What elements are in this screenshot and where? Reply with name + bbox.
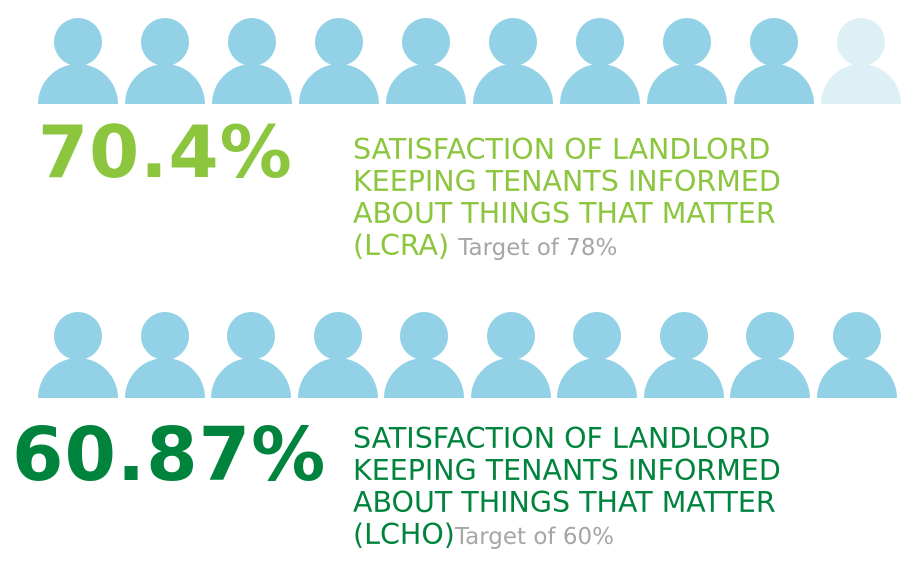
caption-line: (LCHO)Target of 60%	[353, 519, 781, 553]
person-icon	[38, 312, 118, 398]
person-head	[660, 312, 708, 360]
person-body	[821, 64, 901, 104]
person-head	[663, 18, 711, 66]
person-icon	[647, 18, 727, 104]
person-head	[315, 18, 363, 66]
person-icon	[473, 18, 553, 104]
person-head	[314, 312, 362, 360]
caption-line: (LCRA) Target of 78%	[353, 230, 781, 264]
caption-line: KEEPING TENANTS INFORMED	[353, 454, 781, 487]
person-body	[471, 358, 551, 398]
person-head	[141, 18, 189, 66]
person-body	[299, 64, 379, 104]
person-head	[487, 312, 535, 360]
person-body	[644, 358, 724, 398]
caption-tag: (LCRA)	[353, 229, 450, 262]
person-icon	[212, 18, 292, 104]
person-body	[38, 358, 118, 398]
lcho-percentage: 60.87%	[12, 412, 327, 498]
person-icon	[386, 18, 466, 104]
person-body	[560, 64, 640, 104]
person-head	[489, 18, 537, 66]
lcho-caption: SATISFACTION OF LANDLORD KEEPING TENANTS…	[353, 423, 781, 553]
person-body	[473, 64, 553, 104]
person-body	[38, 64, 118, 104]
person-icon	[298, 312, 378, 398]
person-icon	[734, 18, 814, 104]
target-text: Target of 60%	[454, 524, 614, 550]
person-icon	[211, 312, 291, 398]
caption-line: ABOUT THINGS THAT MATTER	[353, 486, 776, 519]
person-body	[298, 358, 378, 398]
person-icon	[644, 312, 724, 398]
target-text: Target of 78%	[458, 235, 618, 261]
person-icon	[299, 18, 379, 104]
person-head	[746, 312, 794, 360]
person-head	[576, 18, 624, 66]
lcra-percentage: 70.4%	[38, 110, 293, 194]
person-body	[647, 64, 727, 104]
person-head	[573, 312, 621, 360]
person-head	[400, 312, 448, 360]
person-head	[141, 312, 189, 360]
caption-line: SATISFACTION OF LANDLORD	[353, 133, 771, 166]
person-icon	[471, 312, 551, 398]
caption-tag: (LCHO)	[353, 518, 455, 551]
person-head	[54, 312, 102, 360]
person-icon	[560, 18, 640, 104]
person-icon	[821, 18, 901, 104]
person-body	[730, 358, 810, 398]
person-icon	[125, 312, 205, 398]
person-head	[227, 312, 275, 360]
person-icon	[125, 18, 205, 104]
people-row-lcra	[38, 18, 901, 104]
person-head	[402, 18, 450, 66]
person-body	[817, 358, 897, 398]
person-body	[557, 358, 637, 398]
caption-line: ABOUT THINGS THAT MATTER	[353, 197, 776, 230]
person-body	[125, 358, 205, 398]
person-head	[228, 18, 276, 66]
person-body	[734, 64, 814, 104]
person-icon	[384, 312, 464, 398]
lcra-caption: SATISFACTION OF LANDLORD KEEPING TENANTS…	[353, 134, 781, 264]
caption-line: KEEPING TENANTS INFORMED	[353, 165, 781, 198]
person-head	[837, 18, 885, 66]
person-icon	[730, 312, 810, 398]
person-body	[384, 358, 464, 398]
person-icon	[38, 18, 118, 104]
person-head	[54, 18, 102, 66]
person-icon	[557, 312, 637, 398]
caption-line: SATISFACTION OF LANDLORD	[353, 422, 771, 455]
people-row-lcho	[38, 312, 897, 398]
person-icon	[817, 312, 897, 398]
person-body	[212, 64, 292, 104]
person-body	[386, 64, 466, 104]
person-body	[211, 358, 291, 398]
person-head	[833, 312, 881, 360]
person-body	[125, 64, 205, 104]
person-head	[750, 18, 798, 66]
